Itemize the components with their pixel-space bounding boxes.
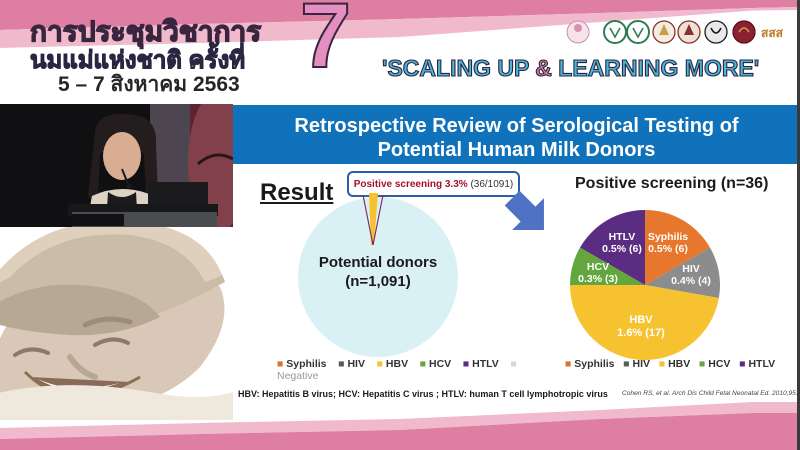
svg-text:0.3% (3): 0.3% (3) bbox=[578, 273, 618, 285]
svg-text:0.5% (6): 0.5% (6) bbox=[602, 243, 642, 255]
svg-text:0.5% (6): 0.5% (6) bbox=[648, 243, 688, 255]
svg-text:สสส: สสส bbox=[761, 26, 784, 40]
svg-text:HBV: HBV bbox=[629, 314, 653, 326]
svg-text:0.4% (4): 0.4% (4) bbox=[671, 275, 711, 287]
svg-text:HTLV: HTLV bbox=[609, 231, 636, 243]
svg-text:1.6% (17): 1.6% (17) bbox=[617, 327, 665, 339]
svg-text:HCV: HCV bbox=[587, 261, 609, 273]
svg-text:Syphilis: Syphilis bbox=[648, 231, 688, 243]
svg-text:HIV: HIV bbox=[682, 263, 700, 275]
